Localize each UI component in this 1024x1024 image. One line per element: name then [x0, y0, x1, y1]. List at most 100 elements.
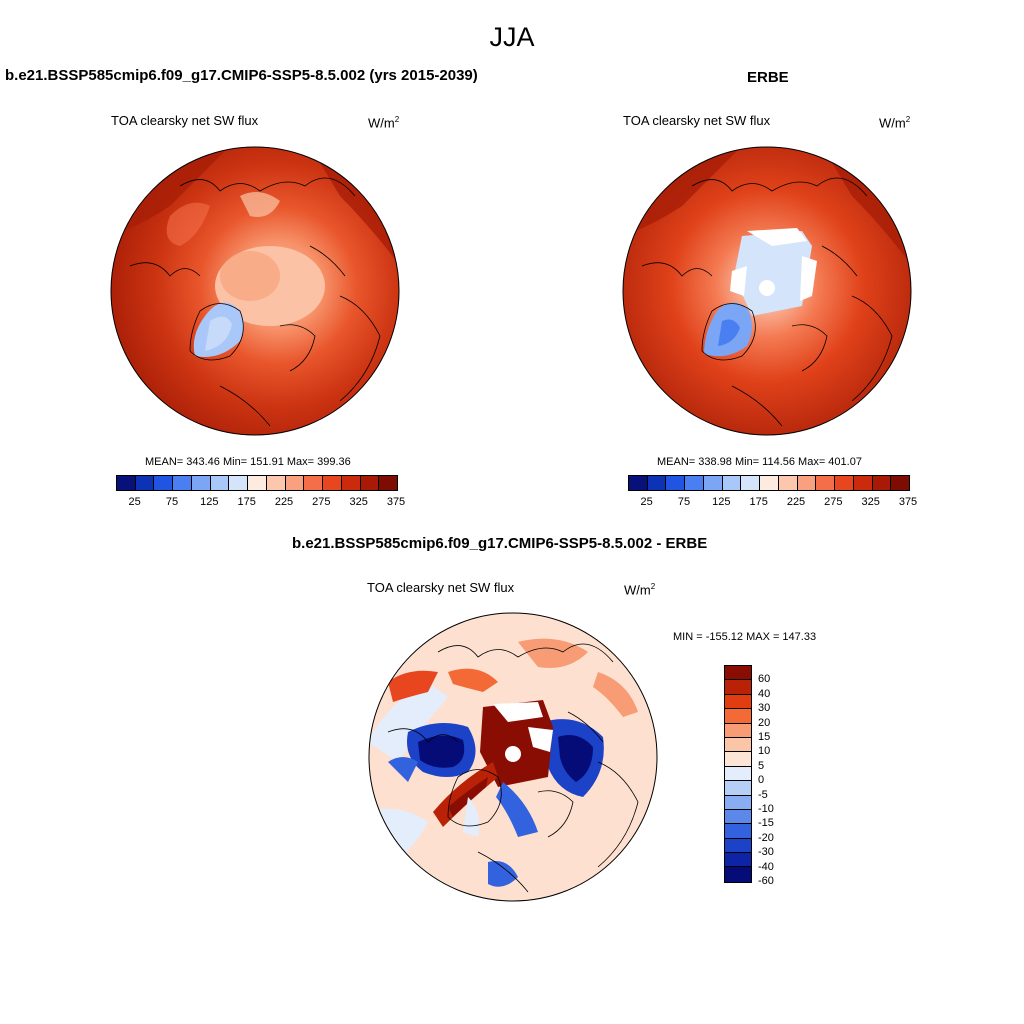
diff-colorbar-label: 15	[758, 731, 771, 743]
obs-panel-title: ERBE	[747, 69, 789, 86]
diff-stats: MIN = -155.12 MAX = 147.33	[673, 631, 817, 643]
model-colorbar-tick-label: 225	[274, 496, 294, 508]
model-colorbar-swatch	[304, 476, 324, 490]
diff-colorbar-label: 60	[758, 673, 771, 686]
model-colorbar-swatch	[191, 476, 211, 490]
diff-colorbar-label: -60	[758, 875, 774, 887]
diff-colorbar-label: 20	[758, 716, 771, 729]
model-polar-map	[110, 146, 400, 436]
model-colorbar-ticks: 25 75 125 175 225 275 325 375	[116, 496, 406, 510]
obs-colorbar-swatch	[891, 476, 910, 490]
model-units-label: W/m2	[368, 115, 400, 131]
model-stats: MEAN= 343.46 Min= 151.91 Max= 399.36	[145, 456, 351, 468]
obs-variable-label: TOA clearsky net SW flux	[623, 113, 771, 128]
obs-colorbar-tick-label: 225	[786, 496, 806, 508]
diff-colorbar-label: 0	[758, 774, 765, 787]
model-colorbar-swatch	[154, 476, 174, 490]
diff-colorbar-swatch	[725, 666, 751, 681]
diff-colorbar-label: -40	[758, 860, 774, 873]
obs-units-label: W/m2	[879, 115, 911, 131]
diff-colorbar-swatch	[725, 709, 751, 724]
diff-colorbar-label: -30	[758, 846, 774, 859]
obs-colorbar-ticks: 25 75 125 175 225 275 325 375	[628, 496, 918, 510]
diff-polar-map	[368, 612, 658, 902]
obs-colorbar-swatch	[741, 476, 761, 490]
diff-colorbar-swatch	[725, 809, 751, 825]
diff-colorbar-swatch	[725, 867, 751, 882]
diff-colorbar-swatch	[725, 723, 751, 738]
diff-central-positive-region	[480, 700, 553, 787]
model-colorbar	[116, 475, 398, 491]
obs-colorbar-tick-label: 375	[898, 496, 918, 508]
obs-colorbar-swatch	[760, 476, 779, 490]
diff-colorbar-swatch	[725, 752, 751, 767]
diff-colorbar-swatch	[725, 853, 751, 868]
obs-colorbar-swatch	[647, 476, 667, 490]
model-colorbar-swatch	[360, 476, 380, 490]
diff-colorbar-label: -15	[758, 817, 774, 830]
obs-colorbar-swatch	[816, 476, 836, 490]
diff-colorbar-swatch	[725, 795, 751, 810]
model-colorbar-swatch	[135, 476, 155, 490]
obs-polar-map	[622, 146, 912, 436]
diff-colorbar-label: 5	[758, 759, 765, 772]
model-colorbar-tick-label: 25	[128, 496, 141, 508]
model-colorbar-swatch	[341, 476, 361, 490]
diff-colorbar	[724, 665, 752, 883]
obs-colorbar-tick-label: 125	[712, 496, 731, 508]
model-colorbar-swatch	[210, 476, 230, 490]
model-colorbar-tick-label: 325	[349, 496, 368, 508]
obs-colorbar-swatch	[666, 476, 686, 490]
diff-colorbar-label: -5	[758, 788, 768, 801]
obs-colorbar	[628, 475, 910, 491]
model-colorbar-swatch	[379, 476, 398, 490]
model-panel-title: b.e21.BSSP585cmip6.f09_g17.CMIP6-SSP5-8.…	[5, 67, 478, 84]
figure-title: JJA	[489, 22, 535, 52]
model-colorbar-tick-label: 275	[312, 496, 331, 508]
obs-colorbar-swatch	[722, 476, 742, 490]
obs-stats: MEAN= 338.98 Min= 114.56 Max= 401.07	[657, 456, 862, 468]
model-colorbar-tick-label: 375	[386, 496, 406, 508]
model-colorbar-swatch	[173, 476, 192, 490]
diff-colorbar-swatch	[725, 680, 751, 695]
obs-colorbar-swatch	[629, 476, 648, 490]
obs-colorbar-tick-label: 175	[749, 496, 768, 508]
diff-variable-label: TOA clearsky net SW flux	[367, 580, 515, 595]
obs-colorbar-swatch	[835, 476, 854, 490]
obs-colorbar-swatch	[778, 476, 798, 490]
model-colorbar-tick-label: 175	[237, 496, 256, 508]
obs-colorbar-tick-label: 75	[677, 496, 691, 508]
obs-colorbar-swatch	[685, 476, 704, 490]
model-colorbar-swatch	[266, 476, 286, 490]
diff-colorbar-swatch	[725, 838, 751, 854]
model-variable-label: TOA clearsky net SW flux	[111, 113, 259, 128]
obs-colorbar-tick-label: 25	[640, 496, 653, 508]
model-colorbar-tick-label: 125	[200, 496, 219, 508]
diff-colorbar-labels: 60 40 30 20 15 10 5 0 -5 -10 -15 -20 -30 -40 -60	[758, 665, 798, 900]
obs-colorbar-tick-label: 275	[824, 496, 843, 508]
obs-colorbar-swatch	[797, 476, 817, 490]
obs-colorbar-tick-label: 325	[861, 496, 880, 508]
diff-colorbar-label: 30	[758, 702, 771, 715]
model-colorbar-tick-label: 75	[165, 496, 179, 508]
obs-colorbar-swatch	[703, 476, 723, 490]
model-colorbar-swatch	[117, 476, 136, 490]
diff-colorbar-label: -10	[758, 803, 774, 815]
model-colorbar-swatch	[323, 476, 342, 490]
obs-colorbar-swatch	[853, 476, 873, 490]
diff-panel-title: b.e21.BSSP585cmip6.f09_g17.CMIP6-SSP5-8.…	[292, 535, 708, 552]
diff-colorbar-swatch	[725, 737, 751, 753]
diff-colorbar-swatch	[725, 694, 751, 710]
diff-colorbar-label: 10	[758, 745, 771, 758]
obs-colorbar-swatch	[872, 476, 892, 490]
diff-colorbar-swatch	[725, 766, 751, 782]
diff-colorbar-label: -20	[758, 831, 774, 844]
model-colorbar-swatch	[248, 476, 267, 490]
model-colorbar-swatch	[229, 476, 249, 490]
diff-colorbar-swatch	[725, 824, 751, 839]
diff-colorbar-swatch	[725, 781, 751, 796]
diff-units-label: W/m2	[624, 582, 656, 598]
model-colorbar-swatch	[285, 476, 305, 490]
diff-colorbar-label: 40	[758, 687, 771, 700]
obs-sea-ice-region	[734, 231, 812, 316]
